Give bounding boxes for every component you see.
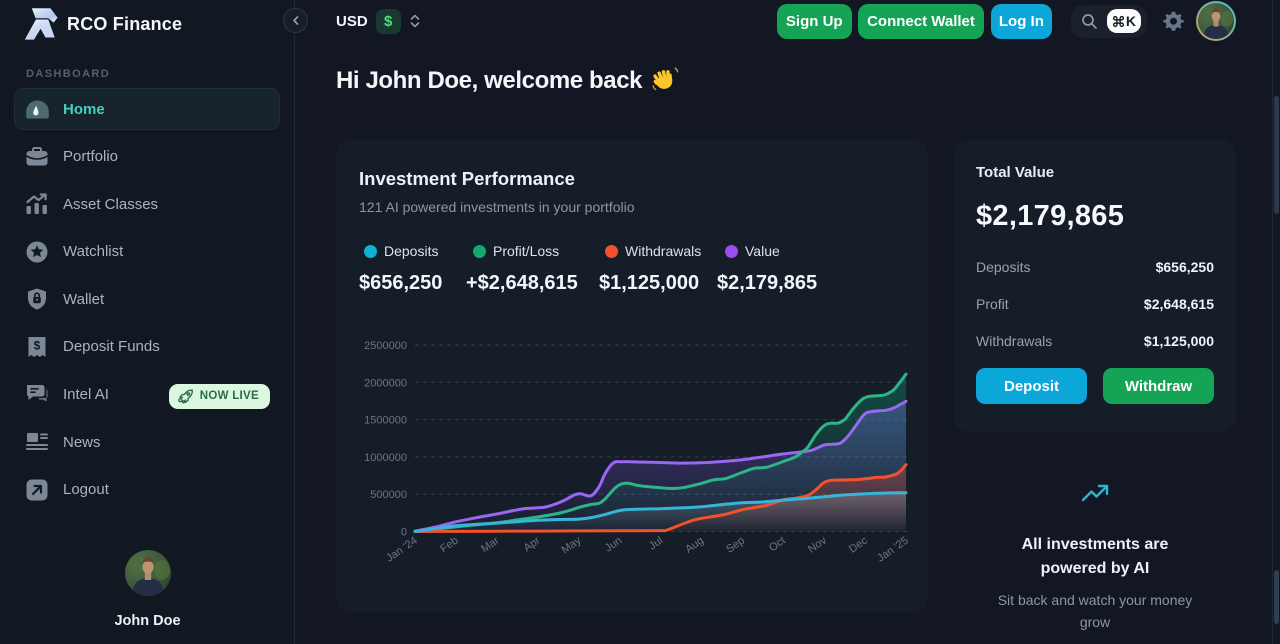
svg-text:Feb: Feb: [438, 535, 460, 556]
svg-text:May: May: [560, 534, 584, 556]
svg-text:Jan '24: Jan '24: [384, 535, 420, 565]
svg-text:500000: 500000: [370, 489, 407, 501]
svg-text:Nov: Nov: [806, 534, 829, 555]
svg-text:$: $: [34, 338, 41, 352]
svg-text:Dec: Dec: [847, 534, 870, 555]
svg-text:Jul: Jul: [647, 535, 665, 553]
svg-text:Oct: Oct: [767, 535, 788, 555]
svg-text:1000000: 1000000: [364, 452, 407, 464]
svg-text:Aug: Aug: [683, 535, 706, 556]
svg-text:2500000: 2500000: [364, 340, 407, 352]
svg-text:1500000: 1500000: [364, 415, 407, 427]
svg-text:0: 0: [401, 527, 407, 539]
svg-text:Jan '25: Jan '25: [875, 535, 911, 565]
svg-text:Mar: Mar: [479, 534, 502, 555]
svg-text:Jun: Jun: [603, 535, 624, 555]
svg-text:Apr: Apr: [522, 534, 543, 554]
svg-text:Sep: Sep: [724, 535, 747, 556]
svg-text:2000000: 2000000: [364, 377, 407, 389]
